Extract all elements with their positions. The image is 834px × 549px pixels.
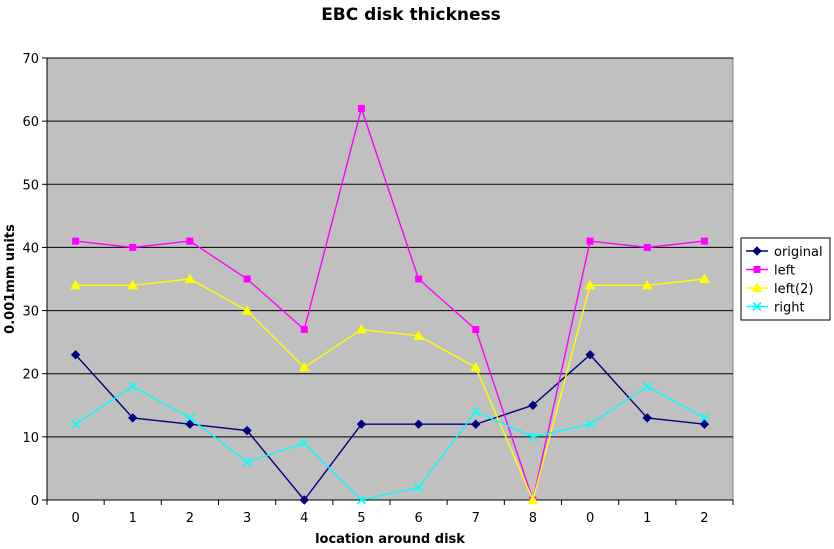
data-point-right (528, 432, 538, 442)
data-point-right (356, 495, 366, 505)
data-point-left-2 (584, 279, 596, 290)
x-marker-stroke (242, 457, 252, 467)
data-point-left-2 (470, 361, 482, 372)
data-point-right (414, 482, 424, 492)
data-point-left-2 (699, 273, 710, 283)
data-point-left-2 (527, 494, 539, 504)
data-point-left-2 (70, 279, 81, 290)
x-marker-stroke (752, 301, 762, 312)
x-marker-stroke (356, 495, 366, 505)
x-tick-label: 3 (243, 511, 251, 526)
data-point-left (586, 237, 594, 245)
data-point-original (242, 425, 252, 436)
data-point-left-2 (356, 323, 367, 334)
x-marker-stroke (699, 413, 709, 423)
data-point-right (642, 381, 652, 391)
data-point-original (699, 419, 710, 429)
legend-label-original: original (774, 245, 823, 260)
x-marker-stroke (185, 413, 195, 423)
data-point-right (71, 419, 81, 429)
data-point-original (642, 413, 652, 423)
x-marker-stroke (128, 381, 138, 391)
y-tick-label: 10 (22, 431, 39, 446)
x-marker-stroke (414, 482, 424, 492)
data-point-left (300, 326, 308, 334)
chart-title: EBC disk thickness (321, 5, 501, 25)
x-marker-stroke (585, 419, 595, 429)
data-point-left (243, 275, 251, 283)
data-point-left (643, 243, 651, 251)
data-point-original (70, 350, 81, 360)
legend-marker-original (752, 246, 762, 256)
x-tick-label: 2 (186, 511, 194, 526)
data-point-original (471, 419, 481, 429)
x-marker-stroke (528, 432, 538, 442)
y-tick-label: 0 (31, 494, 39, 509)
data-point-left (129, 243, 137, 251)
legend-label-left: left (774, 264, 795, 279)
legend-label-right: right (774, 301, 805, 316)
y-tick-label: 70 (22, 52, 39, 67)
data-point-left-2 (184, 273, 196, 283)
data-point-left (415, 275, 423, 283)
data-point-left-2 (413, 330, 424, 340)
data-point-original (185, 419, 195, 429)
x-tick-label: 1 (129, 511, 137, 526)
data-point-right (699, 413, 709, 423)
data-point-left-2 (241, 305, 253, 315)
x-tick-label: 7 (472, 511, 480, 526)
x-tick-label: 2 (700, 511, 708, 526)
y-tick-label: 50 (22, 178, 39, 193)
x-tick-label: 5 (357, 511, 365, 526)
data-point-right (128, 381, 138, 391)
x-tick-label: 6 (414, 511, 422, 526)
plot-background (46, 57, 734, 501)
data-point-left (357, 105, 365, 113)
legend-marker-left-2 (751, 282, 763, 292)
data-point-original (528, 400, 538, 410)
data-point-original (299, 495, 309, 505)
data-point-right (242, 457, 252, 467)
x-marker-stroke (471, 407, 481, 417)
y-axis-title: 0.001mm units (3, 224, 18, 334)
y-tick-label: 20 (22, 368, 39, 383)
legend-label-left-2: left(2) (774, 282, 813, 297)
data-point-right (299, 438, 309, 448)
data-point-left (72, 237, 80, 245)
x-tick-label: 0 (586, 511, 594, 526)
data-point-original (585, 350, 595, 360)
data-point-original (413, 419, 424, 429)
plot-area: 0 10 20 30 40 50 60 70 0 1 2 3 4 5 6 7 8 0 1 2 (22, 52, 734, 526)
data-point-left-2 (641, 279, 653, 290)
legend-marker-right (752, 301, 762, 312)
data-point-left (472, 326, 480, 334)
y-tick-label: 40 (22, 241, 39, 256)
data-point-original (356, 419, 367, 429)
data-point-right (185, 413, 195, 423)
x-tick-label: 4 (300, 511, 308, 526)
series-line-left (75, 106, 705, 503)
series-line-left-2 (75, 278, 705, 503)
data-point-right (471, 407, 481, 417)
x-marker-stroke (71, 419, 81, 429)
x-tick-label: 1 (643, 511, 651, 526)
x-marker-stroke (299, 438, 309, 448)
data-point-right (585, 419, 595, 429)
legend-marker-left (753, 266, 761, 273)
data-point-left-2 (298, 361, 310, 372)
y-tick-label: 30 (22, 305, 39, 320)
data-point-left-2 (127, 279, 139, 290)
series-line-right (75, 385, 705, 501)
data-point-original (128, 413, 138, 423)
legend: original left left(2) right (740, 237, 831, 321)
x-tick-label: 0 (71, 511, 79, 526)
x-axis-title: location around disk (315, 532, 465, 547)
y-tick-label: 60 (22, 115, 39, 130)
data-point-left (700, 237, 708, 245)
data-point-left (186, 237, 194, 245)
x-marker-stroke (642, 381, 652, 391)
series-line-original (75, 353, 705, 502)
x-tick-label: 8 (529, 511, 537, 526)
